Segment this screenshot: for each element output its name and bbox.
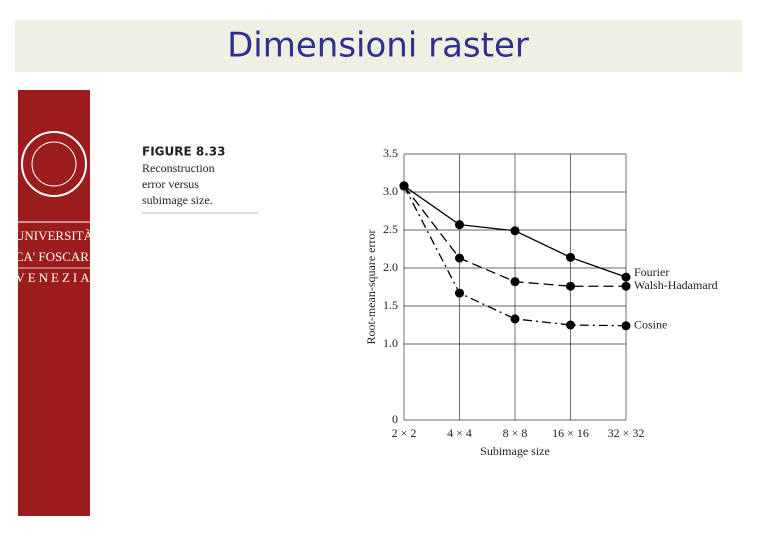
series-label: Walsh-Hadamard <box>634 278 718 292</box>
data-point <box>566 320 575 330</box>
figure-caption: Reconstruction <box>142 161 215 175</box>
data-point <box>455 253 464 263</box>
slide-title: Dimensioni raster <box>227 26 529 66</box>
x-tick-label: 4 × 4 <box>447 426 472 440</box>
y-tick-label: 1.5 <box>383 298 398 312</box>
series-label: Fourier <box>634 265 669 279</box>
logo-text: VENEZIA <box>15 270 92 285</box>
y-tick-label: 1.0 <box>383 336 398 350</box>
y-tick-label: 3.5 <box>383 146 398 160</box>
y-tick-label: 3.0 <box>383 184 398 198</box>
data-point <box>621 321 631 331</box>
data-point <box>566 252 575 262</box>
y-tick-label: 2.0 <box>383 260 398 274</box>
data-point <box>621 281 631 291</box>
figure-label: FIGURE 8.33 <box>142 145 225 159</box>
data-point <box>510 277 520 287</box>
data-point <box>399 181 409 191</box>
logo-text: UNIVERSITÀ <box>15 228 94 243</box>
x-tick-label: 32 × 32 <box>608 426 645 440</box>
data-point <box>455 220 464 230</box>
logo-bar <box>18 90 90 516</box>
y-axis-label: Root-mean-square error <box>364 230 378 345</box>
series-line <box>403 185 627 327</box>
figure-caption: subimage size. <box>142 193 213 207</box>
y-tick-label: 0 <box>392 412 398 426</box>
figure-caption: error versus <box>142 177 199 191</box>
seal <box>21 131 87 197</box>
y-tick-label: 2.5 <box>383 222 398 236</box>
data-point <box>510 226 520 236</box>
x-tick-label: 8 × 8 <box>503 426 528 440</box>
data-point <box>566 281 575 291</box>
seal-inner <box>31 141 77 187</box>
data-point <box>510 314 520 324</box>
data-point <box>455 288 464 298</box>
data-point <box>621 272 631 282</box>
x-tick-label: 2 × 2 <box>392 426 417 440</box>
logo-text: CA' FOSCARI <box>15 249 94 264</box>
title-bar <box>15 20 742 72</box>
x-tick-label: 16 × 16 <box>552 426 589 440</box>
x-axis-label: Subimage size <box>480 444 550 458</box>
series-label: Cosine <box>634 318 667 332</box>
chart: 0 1.0 1.5 2.0 2.5 3.0 3.5 2 × 2 4 × 4 8 × 8 16 × 1… <box>364 146 718 458</box>
